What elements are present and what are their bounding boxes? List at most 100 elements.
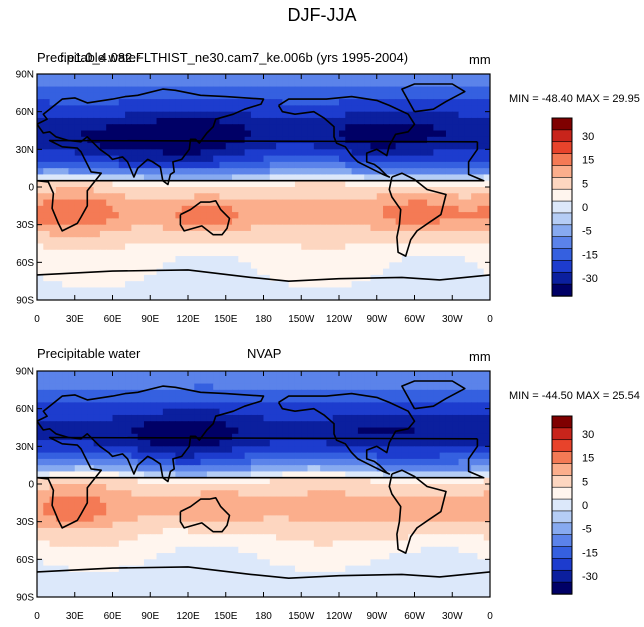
top-cell xyxy=(55,130,63,138)
bottom-cell xyxy=(389,546,397,554)
bottom-cell xyxy=(143,546,151,554)
bottom-cell xyxy=(420,565,428,573)
top-cell xyxy=(414,256,422,263)
bottom-cell xyxy=(181,565,189,573)
top-coastlines xyxy=(37,83,490,282)
top-cell xyxy=(276,199,283,207)
top-cell xyxy=(55,180,63,188)
bottom-cell xyxy=(439,402,447,410)
bottom-cell xyxy=(471,509,479,516)
top-cell xyxy=(376,281,384,289)
bottom-cell xyxy=(131,452,139,460)
top-cell xyxy=(37,149,44,157)
top-cell xyxy=(276,249,283,257)
bottom-cell xyxy=(156,484,164,491)
bottom-cell xyxy=(257,458,265,466)
top-cell xyxy=(288,199,296,207)
top-cell xyxy=(471,143,479,150)
bottom-cell xyxy=(232,433,239,441)
bottom-cell xyxy=(458,565,466,573)
bottom-cell xyxy=(87,477,95,485)
bottom-cell xyxy=(376,477,384,485)
bottom-cell xyxy=(68,371,76,378)
top-cell xyxy=(55,281,63,289)
top-cell xyxy=(263,86,271,94)
top-cell xyxy=(269,274,277,282)
bottom-cell xyxy=(49,446,57,454)
bottom-cell xyxy=(143,427,151,435)
top-cell xyxy=(376,86,384,94)
bottom-cell xyxy=(301,383,309,391)
bottom-cell xyxy=(162,446,170,454)
bottom-cell xyxy=(250,446,258,454)
bottom-cell xyxy=(263,371,271,378)
top-cell xyxy=(427,268,434,276)
bottom-cell xyxy=(99,396,107,403)
bottom-cell xyxy=(244,396,252,403)
top-cell xyxy=(81,293,88,300)
top-cell xyxy=(269,268,277,276)
top-cell xyxy=(427,262,434,270)
top-cell xyxy=(345,86,353,94)
bottom-cell xyxy=(477,527,485,535)
bottom-cell xyxy=(458,553,466,560)
bottom-cell xyxy=(471,371,479,378)
top-cell xyxy=(43,237,51,245)
top-cell xyxy=(125,111,132,119)
top-cell xyxy=(43,124,51,132)
top-cell xyxy=(307,174,315,182)
bottom-cell xyxy=(238,452,246,460)
bottom-cell xyxy=(420,527,428,535)
bottom-cell xyxy=(464,383,472,391)
bottom-cell xyxy=(74,490,82,498)
top-cell xyxy=(414,230,422,238)
top-cell xyxy=(320,161,328,169)
bottom-cell xyxy=(458,458,466,466)
top-cell xyxy=(339,117,346,125)
bottom-cell xyxy=(288,471,296,479)
bottom-cell xyxy=(87,427,95,435)
top-cell xyxy=(213,262,221,270)
bottom-cell xyxy=(49,559,57,567)
top-cell xyxy=(106,149,114,157)
bottom-cell xyxy=(156,414,164,422)
bottom-cell xyxy=(99,540,107,548)
bottom-cell xyxy=(376,534,384,542)
bottom-cell xyxy=(194,496,202,504)
bottom-cell xyxy=(257,565,265,573)
top-cell xyxy=(74,243,82,251)
bottom-cell xyxy=(213,484,221,491)
bottom-cell xyxy=(288,484,296,491)
bottom-cell xyxy=(125,484,132,491)
top-coastline xyxy=(179,200,231,236)
top-cell xyxy=(257,249,265,257)
top-cell xyxy=(332,268,340,276)
top-cell xyxy=(445,212,453,219)
top-cell xyxy=(389,105,397,113)
top-cell xyxy=(269,205,277,213)
top-cell xyxy=(313,287,321,295)
top-cell xyxy=(483,111,490,119)
top-cell xyxy=(408,199,416,207)
top-cell xyxy=(458,212,466,219)
top-cell xyxy=(125,281,132,289)
top-cell xyxy=(175,230,183,238)
bottom-cell xyxy=(112,559,120,567)
top-cell xyxy=(106,155,114,163)
bottom-cell xyxy=(219,553,227,560)
top-cell xyxy=(301,149,309,157)
top-cell xyxy=(282,274,290,282)
bottom-cell xyxy=(169,546,177,554)
top-cell xyxy=(175,117,183,125)
top-cell xyxy=(106,205,114,213)
top-cell xyxy=(213,193,221,201)
top-cell xyxy=(137,180,145,188)
top-cell xyxy=(99,193,107,201)
bottom-cell xyxy=(351,427,359,435)
top-cell xyxy=(137,218,145,226)
top-cell xyxy=(383,74,390,81)
bottom-cell xyxy=(118,427,126,435)
top-cell xyxy=(408,287,416,295)
top-cell xyxy=(87,230,95,238)
bottom-cell xyxy=(49,553,57,560)
